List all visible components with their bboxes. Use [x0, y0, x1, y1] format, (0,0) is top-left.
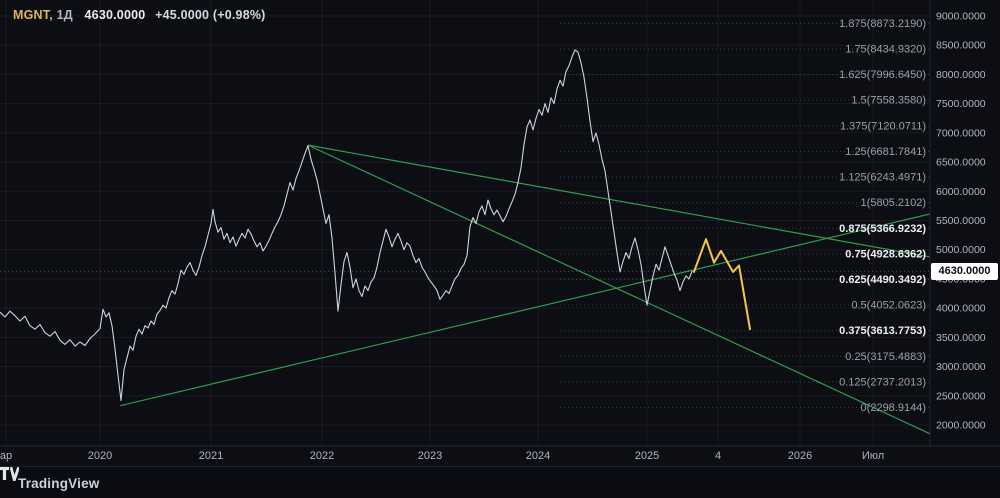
price-axis-label: 8500.0000	[936, 40, 986, 52]
tradingview-attribution[interactable]: TradingView	[0, 467, 100, 491]
fib-level-label: 1.25(6681.7841)	[845, 146, 926, 158]
fib-level-label: 1.75(8434.9320)	[845, 44, 926, 56]
last-price-tag: 4630.0000	[931, 262, 998, 280]
time-axis-label: 2025	[635, 450, 659, 462]
time-axis-label: 2021	[199, 450, 223, 462]
fib-level-label: 0.875(5366.9232)	[839, 223, 926, 235]
price-axis-label: 7500.0000	[936, 98, 986, 110]
fib-level-label: 1.125(6243.4971)	[839, 172, 926, 184]
legend-separator: ,	[49, 8, 57, 22]
price-axis[interactable]: 9000.0000 8500.0000 8000.0000 7500.0000 7000…	[936, 11, 986, 432]
price-axis-label: 3000.0000	[936, 361, 986, 373]
symbol-legend: MGNT, 1Д 4630.0000 +45.0000 (+0.98%)	[13, 8, 266, 22]
time-axis-label: 2023	[418, 450, 442, 462]
price-axis-label: 2000.0000	[936, 420, 986, 432]
fib-level-label: 0.75(4928.6362)	[845, 248, 926, 260]
price-axis-label: 7000.0000	[936, 127, 986, 139]
fib-level-label: 0.5(4052.0623)	[851, 300, 926, 312]
bottom-toolbar: TradingView	[0, 466, 1000, 498]
time-axis-label: 2020	[88, 450, 112, 462]
time-axis-label: 2022	[310, 450, 334, 462]
trend-lines[interactable]	[119, 144, 935, 436]
fib-level-label: 1.5(7558.3580)	[851, 95, 926, 107]
fib-level-label: 1.375(7120.0711)	[840, 120, 926, 132]
grid-lines	[0, 0, 930, 446]
time-axis-label: 2026	[788, 450, 812, 462]
price-axis-label: 6000.0000	[936, 186, 986, 198]
tradingview-brand-text: TradingView	[18, 475, 100, 491]
projection-line[interactable]	[693, 238, 751, 331]
time-axis[interactable]: ар 2020 2021 2022 2023 2024 2025 4 2026 Июл	[0, 450, 884, 462]
price-axis-label: 9000.0000	[936, 11, 986, 23]
price-axis-label: 2500.0000	[936, 390, 986, 402]
fib-level-label: 1.875(8873.2190)	[839, 18, 926, 30]
time-axis-label: 4	[715, 450, 721, 462]
time-axis-label: ар	[0, 450, 12, 462]
tradingview-logo-icon	[0, 467, 19, 481]
price-axis-label: 6500.0000	[936, 157, 986, 169]
price-axis-label: 5500.0000	[936, 215, 986, 227]
fib-level-label: 0.375(3613.7753)	[839, 325, 926, 337]
price-axis-label: 3500.0000	[936, 332, 986, 344]
fib-level-label: 1(5805.2102)	[861, 197, 926, 209]
fib-level-label: 0.25(3175.4883)	[845, 351, 926, 363]
timeframe-label[interactable]: 1Д	[56, 8, 73, 22]
price-line[interactable]	[0, 49, 693, 402]
price-axis-label: 8000.0000	[936, 69, 986, 81]
fib-level-label: 0(2298.9144)	[861, 402, 926, 414]
price-change-value: +45.0000 (+0.98%)	[155, 8, 266, 22]
symbol-name[interactable]: MGNT	[13, 8, 50, 22]
fib-level-labels: 1.875(8873.2190) 1.75(8434.9320) 1.625(799…	[839, 18, 926, 414]
time-axis-label: 2024	[526, 450, 550, 462]
price-axis-label: 5000.0000	[936, 244, 986, 256]
time-axis-label: Июл	[862, 450, 884, 462]
last-price-value: 4630.0000	[84, 8, 146, 22]
fib-level-label: 0.125(2737.2013)	[839, 376, 926, 388]
fib-level-label: 0.625(4490.3492)	[839, 274, 926, 286]
fib-level-label: 1.625(7996.6450)	[839, 69, 926, 81]
price-axis-label: 4000.0000	[936, 303, 986, 315]
